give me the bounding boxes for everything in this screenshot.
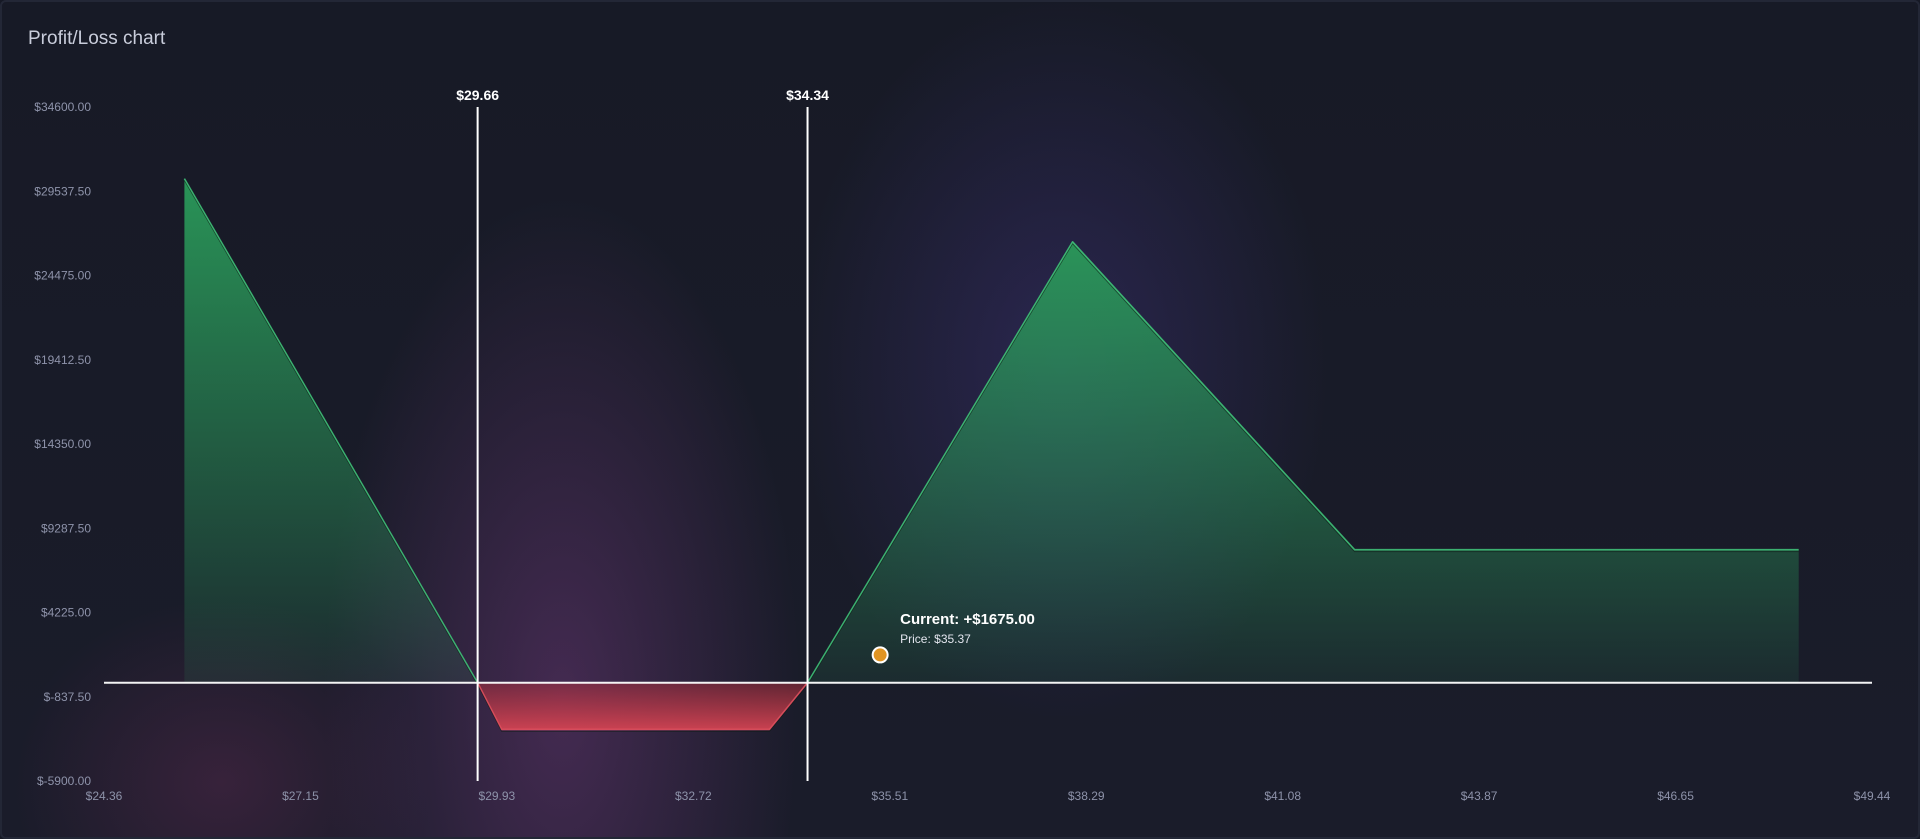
x-tick-label: $27.15 <box>282 789 319 803</box>
x-tick-label: $41.08 <box>1264 789 1301 803</box>
profit-line <box>183 178 479 684</box>
y-tick-label: $34600.00 <box>34 100 91 114</box>
current-price-label: Price: $35.37 <box>900 632 971 646</box>
x-tick-label: $49.44 <box>1854 789 1891 803</box>
profit-area <box>807 241 1799 683</box>
profit-line-shadow <box>184 180 478 686</box>
x-tick-label: $43.87 <box>1461 789 1498 803</box>
loss-line <box>476 682 809 731</box>
x-tick-label: $46.65 <box>1657 789 1694 803</box>
profit-line <box>806 241 1799 684</box>
y-tick-label: $14350.00 <box>34 437 91 451</box>
bound-label: $34.34 <box>786 87 829 103</box>
y-tick-label: $-5900.00 <box>37 774 91 788</box>
y-tick-label: $-837.50 <box>44 690 92 704</box>
y-tick-label: $24475.00 <box>34 269 91 283</box>
y-tick-label: $4225.00 <box>41 606 91 620</box>
chart-title: Profit/Loss chart <box>28 28 166 49</box>
x-tick-label: $24.36 <box>86 789 123 803</box>
x-tick-label: $29.93 <box>479 789 516 803</box>
current-marker <box>871 646 889 664</box>
current-pl-label: Current: +$1675.00 <box>900 611 1035 628</box>
x-tick-label: $38.29 <box>1068 789 1105 803</box>
y-tick-label: $29537.50 <box>34 184 91 198</box>
bound-label: $29.66 <box>456 87 499 103</box>
loss-line-shadow <box>477 684 808 732</box>
x-tick-label: $32.72 <box>675 789 712 803</box>
y-tick-label: $9287.50 <box>41 521 91 535</box>
x-tick-label: $35.51 <box>871 789 908 803</box>
loss-area <box>477 682 808 730</box>
y-tick-label: $19412.50 <box>34 353 91 367</box>
profit-line-shadow <box>807 243 1799 686</box>
